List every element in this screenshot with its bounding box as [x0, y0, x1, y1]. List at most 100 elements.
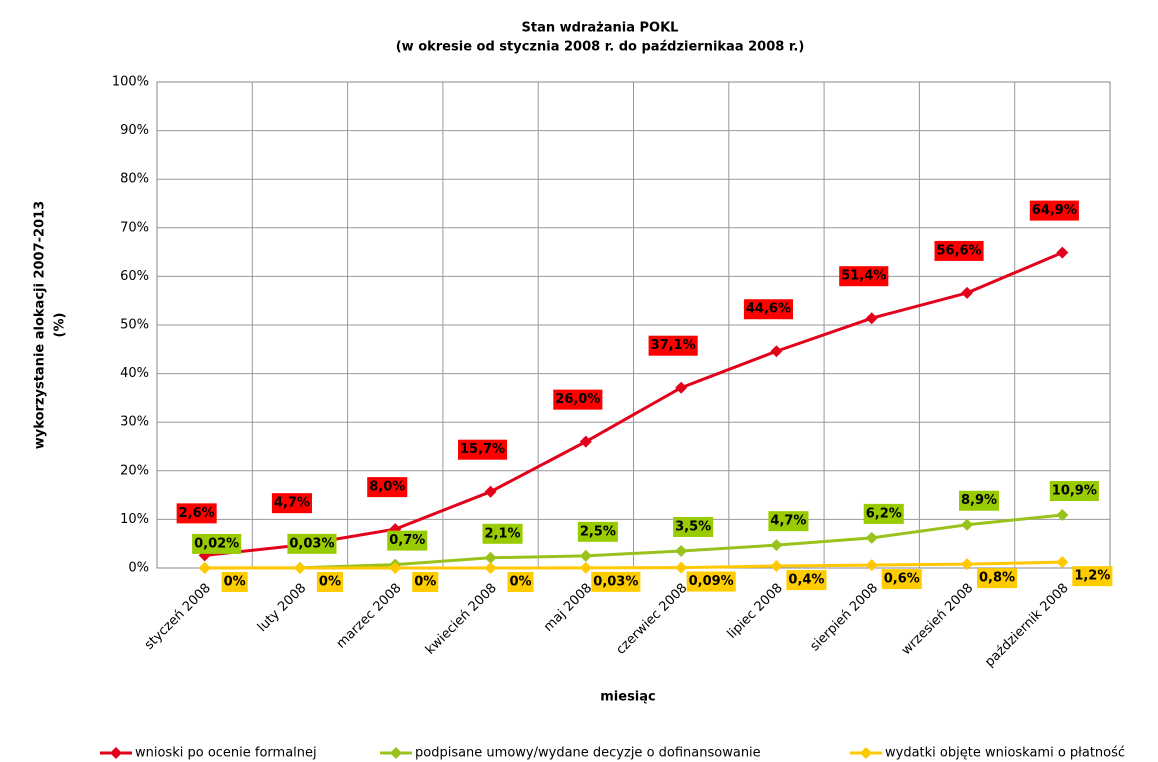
data-label: 2,5% [580, 524, 616, 539]
y-tick-label: 60% [120, 269, 149, 284]
data-label-box [959, 490, 1000, 511]
x-tick-label: sierpień 2008 [807, 581, 881, 655]
data-label: 0,4% [788, 573, 824, 588]
data-label-box [648, 335, 698, 356]
data-label-box [977, 568, 1018, 589]
data-label: 4,7% [274, 496, 310, 511]
data-label-box [768, 511, 809, 532]
point-marker [1056, 509, 1069, 522]
data-label-box [686, 571, 736, 592]
data-label: 10,9% [1052, 484, 1097, 499]
point-marker [1056, 246, 1069, 259]
point-marker [675, 544, 688, 557]
x-tick-label: wrzesień 2008 [899, 581, 977, 659]
legend-marker [390, 747, 402, 759]
y-tick-label: 80% [120, 172, 149, 187]
data-label: 3,5% [675, 519, 711, 534]
y-tick-label: 50% [120, 318, 149, 333]
data-label-box [412, 572, 439, 592]
data-label: 0% [319, 575, 341, 590]
x-tick-label: maj 2008 [541, 581, 595, 635]
point-marker [293, 562, 306, 574]
x-tick-label: kwiecień 2008 [423, 581, 500, 658]
data-label: 64,9% [1032, 203, 1077, 218]
legend-marker [110, 747, 122, 759]
data-label: 56,6% [936, 243, 981, 258]
data-label-box [1049, 481, 1099, 502]
chart-title: (w okresie od stycznia 2008 r. do paździ… [396, 40, 805, 55]
chart-title: Stan wdrażania POKL [522, 21, 679, 36]
point-marker [675, 381, 688, 394]
data-label: 26,0% [555, 392, 600, 407]
series-line [204, 251, 1063, 557]
y-tick-label: 40% [120, 366, 149, 381]
data-label: 0,6% [884, 572, 920, 587]
y-tick-label: 30% [120, 415, 149, 430]
legend-label: wydatki objęte wnioskami o płatność [885, 746, 1125, 761]
point-marker [484, 562, 497, 574]
data-label: 8,0% [369, 480, 405, 495]
data-label-box [743, 299, 794, 320]
data-label: 2,1% [485, 526, 521, 541]
x-tick-label: marzec 2008 [334, 581, 405, 652]
point-marker [961, 518, 974, 531]
y-axis-label-line: (%) [53, 313, 68, 338]
data-label-box [271, 493, 312, 514]
y-tick-label: 90% [120, 123, 149, 138]
data-label-box [577, 521, 618, 542]
point-marker [389, 562, 402, 574]
data-label-box [786, 570, 827, 591]
data-label-box [934, 240, 984, 261]
point-marker [770, 345, 783, 358]
legend-label: wnioski po ocenie formalnej [135, 746, 317, 761]
data-label: 1,2% [1074, 569, 1110, 584]
data-label: 0% [414, 575, 436, 590]
data-label: 15,7% [460, 442, 505, 457]
data-label: 0,02% [194, 536, 239, 551]
y-tick-label: 70% [120, 220, 149, 235]
data-label: 0% [510, 575, 532, 590]
data-label-box [1072, 566, 1113, 587]
data-label-box [482, 523, 523, 544]
point-marker [961, 558, 974, 571]
data-label-box [192, 533, 242, 554]
data-label-box [1029, 200, 1079, 221]
data-label-box [507, 572, 534, 592]
data-label: 0,7% [389, 533, 425, 548]
data-label: 0,09% [689, 574, 734, 589]
data-label: 8,9% [961, 493, 997, 508]
x-tick-label: luty 2008 [255, 581, 309, 635]
data-label: 0% [224, 575, 246, 590]
point-marker [579, 561, 592, 574]
y-axis-label-line: wykorzystanie alokacji 2007-2013 [33, 201, 48, 449]
y-axis-label: wykorzystanie alokacji 2007-2013 (%) [33, 201, 68, 449]
data-label-box [863, 503, 904, 524]
y-tick-label: 100% [112, 75, 149, 90]
point-marker [770, 560, 783, 573]
y-tick-label: 0% [128, 561, 149, 576]
x-tick-label: czerwiec 2008 [613, 581, 690, 658]
point-marker [675, 561, 688, 574]
data-label-box [367, 477, 408, 498]
y-tick-label: 20% [120, 463, 149, 478]
data-label: 44,6% [746, 302, 791, 317]
point-marker [484, 551, 497, 564]
point-marker [865, 312, 878, 325]
point-marker [579, 549, 592, 562]
data-label: 0,03% [289, 536, 334, 551]
data-label: 2,6% [179, 506, 215, 521]
point-marker [579, 435, 592, 448]
data-label-box [553, 389, 603, 410]
x-axis-label: miesiąc [600, 690, 656, 705]
data-label: 51,4% [841, 269, 886, 284]
data-label-box [387, 530, 428, 551]
data-label: 0,8% [979, 571, 1015, 586]
series-line [204, 560, 1063, 570]
point-marker [198, 562, 211, 574]
point-marker [961, 286, 974, 299]
data-label-box [176, 503, 217, 524]
data-label: 37,1% [651, 338, 696, 353]
series-line [204, 513, 1063, 570]
data-label-box [591, 571, 641, 592]
data-label-box [839, 266, 889, 287]
